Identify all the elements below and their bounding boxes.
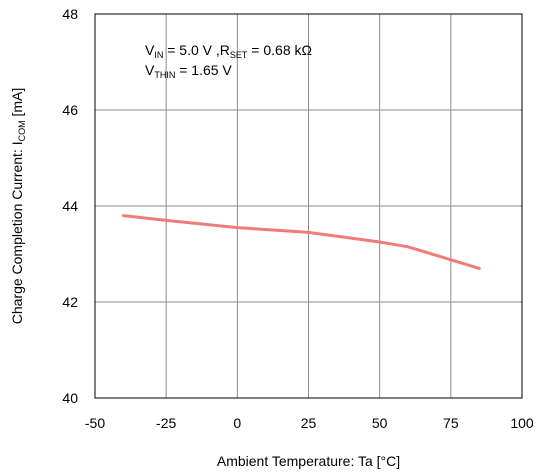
y-axis-ticks: 40 42 44 46 48 — [62, 6, 78, 406]
y-tick-label: 40 — [62, 390, 78, 406]
y-tick-label: 44 — [62, 198, 78, 214]
y-axis-label-subscript: COM — [17, 120, 27, 141]
y-tick-label: 42 — [62, 294, 78, 310]
annotation-subscript: THIN — [154, 70, 175, 80]
annotation-line: VIN = 5.0 V ,RSET = 0.68 kΩ — [145, 42, 312, 60]
annotation-text: = 5.0 V ,R — [163, 42, 230, 58]
y-axis-label-main: Charge Completion Current: I — [9, 141, 25, 324]
y-axis-label-unit: [mA] — [9, 88, 25, 121]
annotation-text: V — [145, 62, 155, 78]
x-tick-label: 0 — [233, 415, 241, 431]
grid-lines — [95, 14, 522, 398]
x-tick-label: 50 — [372, 415, 388, 431]
x-tick-label: 25 — [301, 415, 317, 431]
series-line — [122, 214, 481, 270]
x-tick-label: 75 — [443, 415, 459, 431]
plot-area-frame — [94, 13, 523, 399]
x-tick-label: -50 — [85, 415, 105, 431]
annotation-subscript: SET — [230, 50, 248, 60]
y-tick-label: 48 — [62, 6, 78, 22]
y-axis-label: Charge Completion Current: ICOM [mA] — [9, 88, 27, 325]
series-group — [122, 214, 481, 270]
annotation-text: = 1.65 V — [175, 62, 232, 78]
x-axis-ticks: -50 -25 0 25 50 75 100 — [85, 415, 534, 431]
x-tick-label: -25 — [156, 415, 176, 431]
x-axis-label: Ambient Temperature: Ta [°C] — [217, 453, 400, 469]
x-tick-label: 100 — [510, 415, 534, 431]
annotation-text: V — [145, 42, 155, 58]
annotation-line: VTHIN = 1.65 V — [145, 62, 232, 80]
y-tick-label: 46 — [62, 102, 78, 118]
annotation-subscript: IN — [154, 50, 163, 60]
annotation-text: = 0.68 kΩ — [247, 42, 312, 58]
